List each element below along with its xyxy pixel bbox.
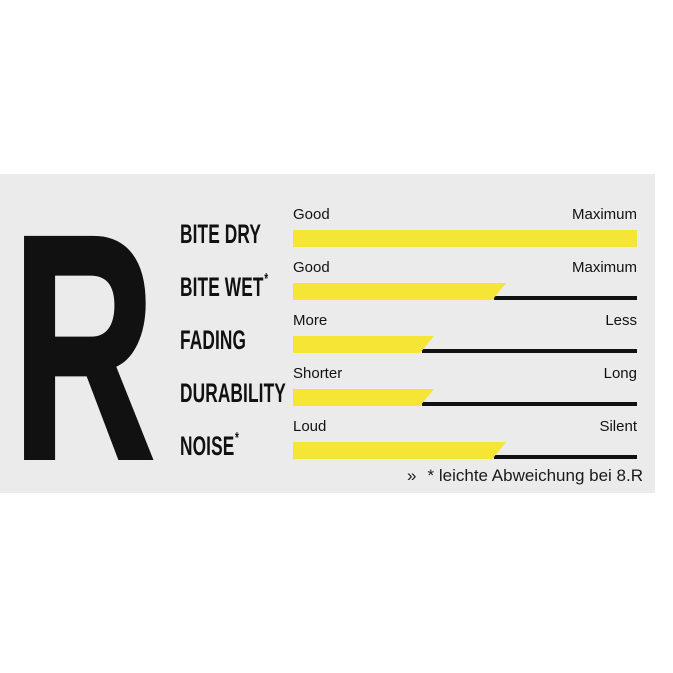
category-label: BITE WET* xyxy=(180,271,269,303)
scale-max-label: Long xyxy=(603,365,637,382)
rating-scale: More Less xyxy=(293,310,637,354)
scale-max-label: Maximum xyxy=(571,259,637,276)
rating-row-fading: FADING More Less xyxy=(180,310,637,356)
rating-bar-track xyxy=(293,389,637,406)
scale-end-labels: Loud Silent xyxy=(293,418,637,435)
rating-bar-fill xyxy=(293,336,434,353)
category-label: DURABILITY xyxy=(180,378,286,409)
footnote-text: * leichte Abweichung bei 8.R xyxy=(427,466,643,485)
scale-max-label: Maximum xyxy=(571,206,637,223)
category-label: FADING xyxy=(180,325,246,356)
rating-baseline xyxy=(422,349,637,353)
rating-baseline xyxy=(494,455,637,459)
category-text: BITE DRY xyxy=(180,219,262,249)
rating-row-bite-dry: BITE DRY Good Maximum xyxy=(180,204,637,250)
asterisk-mark: * xyxy=(264,271,269,288)
scale-end-labels: Good Maximum xyxy=(293,206,637,223)
rating-scale: Loud Silent xyxy=(293,416,637,460)
scale-max-label: Less xyxy=(605,312,637,329)
rating-scale: Good Maximum xyxy=(293,257,637,301)
compound-letter: R xyxy=(11,168,157,526)
scale-min-label: More xyxy=(293,312,328,329)
rating-bar-track xyxy=(293,336,637,353)
rating-scale: Good Maximum xyxy=(293,204,637,248)
scale-max-label: Silent xyxy=(599,418,637,435)
category-text: BITE WET xyxy=(180,272,264,302)
category-text: FADING xyxy=(180,325,247,355)
rating-baseline xyxy=(422,402,637,406)
guillemet-marker: » xyxy=(407,466,417,485)
scale-end-labels: More Less xyxy=(293,312,637,329)
rating-row-noise: NOISE* Loud Silent xyxy=(180,416,637,462)
category-label: BITE DRY xyxy=(180,219,261,250)
rating-row-durability: DURABILITY Shorter Long xyxy=(180,363,637,409)
category-label: NOISE* xyxy=(180,430,240,462)
scale-end-labels: Good Maximum xyxy=(293,259,637,276)
category-text: DURABILITY xyxy=(180,378,286,408)
rating-panel: R BITE DRY Good Maximum BITE WET* Good M… xyxy=(0,168,655,526)
footnote: » * leichte Abweichung bei 8.R xyxy=(407,466,643,486)
asterisk-mark: * xyxy=(235,430,240,447)
rating-bar-fill xyxy=(293,283,506,300)
scale-min-label: Loud xyxy=(293,418,327,435)
rating-baseline xyxy=(494,296,637,300)
scale-end-labels: Shorter Long xyxy=(293,365,637,382)
category-text: NOISE xyxy=(180,431,235,461)
rating-bar-track xyxy=(293,230,637,247)
rating-bar-fill xyxy=(293,230,637,247)
rating-bar-track xyxy=(293,283,637,300)
scale-min-label: Good xyxy=(293,259,330,276)
rating-bar-fill xyxy=(293,389,434,406)
rating-scale: Shorter Long xyxy=(293,363,637,407)
rating-row-bite-wet: BITE WET* Good Maximum xyxy=(180,257,637,303)
rating-bar-fill xyxy=(293,442,506,459)
rating-bar-track xyxy=(293,442,637,459)
scale-min-label: Good xyxy=(293,206,330,223)
scale-min-label: Shorter xyxy=(293,365,343,382)
